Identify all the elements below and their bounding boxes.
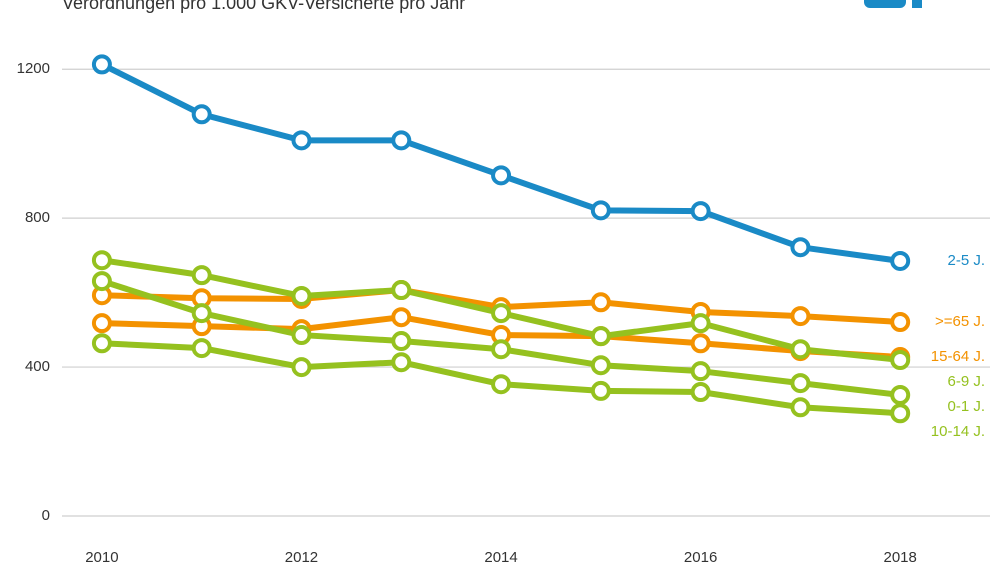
- point: [690, 333, 711, 354]
- x-tick-label: 2014: [484, 549, 517, 562]
- y-tick-label: 400: [25, 358, 50, 375]
- y-tick-label: 800: [25, 209, 50, 226]
- point: [491, 374, 512, 395]
- point: [790, 373, 811, 394]
- x-tick-label: 2010: [85, 549, 118, 562]
- point: [291, 325, 312, 346]
- point: [291, 357, 312, 378]
- point: [91, 271, 112, 292]
- point: [391, 307, 412, 328]
- point: [590, 355, 611, 376]
- point: [890, 250, 911, 271]
- point: [391, 331, 412, 352]
- point: [590, 292, 611, 313]
- logo: [912, 0, 922, 8]
- point: [690, 382, 711, 403]
- x-tick-label: 2016: [684, 549, 717, 562]
- point: [590, 326, 611, 347]
- series-label: >=65 J.: [935, 313, 985, 330]
- chart-title: Verordnungen pro 1.000 GKV-Versicherte p…: [62, 0, 465, 13]
- y-tick-label: 0: [42, 507, 50, 524]
- point: [790, 397, 811, 418]
- point: [291, 285, 312, 306]
- point: [191, 265, 212, 286]
- x-tick-label: 2012: [285, 549, 318, 562]
- point: [491, 303, 512, 324]
- point: [191, 303, 212, 324]
- point: [890, 403, 911, 424]
- point: [690, 313, 711, 334]
- logo: [864, 0, 906, 8]
- point: [191, 104, 212, 125]
- point: [790, 306, 811, 327]
- point: [391, 280, 412, 301]
- point: [91, 313, 112, 334]
- series-line: [100, 61, 901, 264]
- point: [890, 385, 911, 405]
- point: [191, 338, 212, 359]
- point: [91, 54, 112, 75]
- point: [890, 312, 911, 333]
- point: [690, 361, 711, 382]
- point: [491, 165, 512, 186]
- point: [491, 339, 512, 360]
- series-label: 2-5 J.: [947, 252, 985, 269]
- point: [91, 333, 112, 354]
- series-label: 15-64 J.: [931, 348, 985, 365]
- series-label: 6-9 J.: [947, 373, 985, 390]
- point: [391, 130, 412, 151]
- series-label: 10-14 J.: [931, 423, 985, 440]
- series-label: 0-1 J.: [947, 398, 985, 415]
- point: [590, 380, 611, 401]
- point: [590, 200, 611, 221]
- point: [890, 350, 911, 371]
- point: [391, 352, 412, 373]
- x-tick-label: 2018: [884, 549, 917, 562]
- point: [790, 339, 811, 360]
- y-tick-label: 1200: [17, 60, 50, 77]
- point: [790, 237, 811, 258]
- point: [91, 250, 112, 271]
- point: [690, 201, 711, 222]
- point: [291, 130, 312, 151]
